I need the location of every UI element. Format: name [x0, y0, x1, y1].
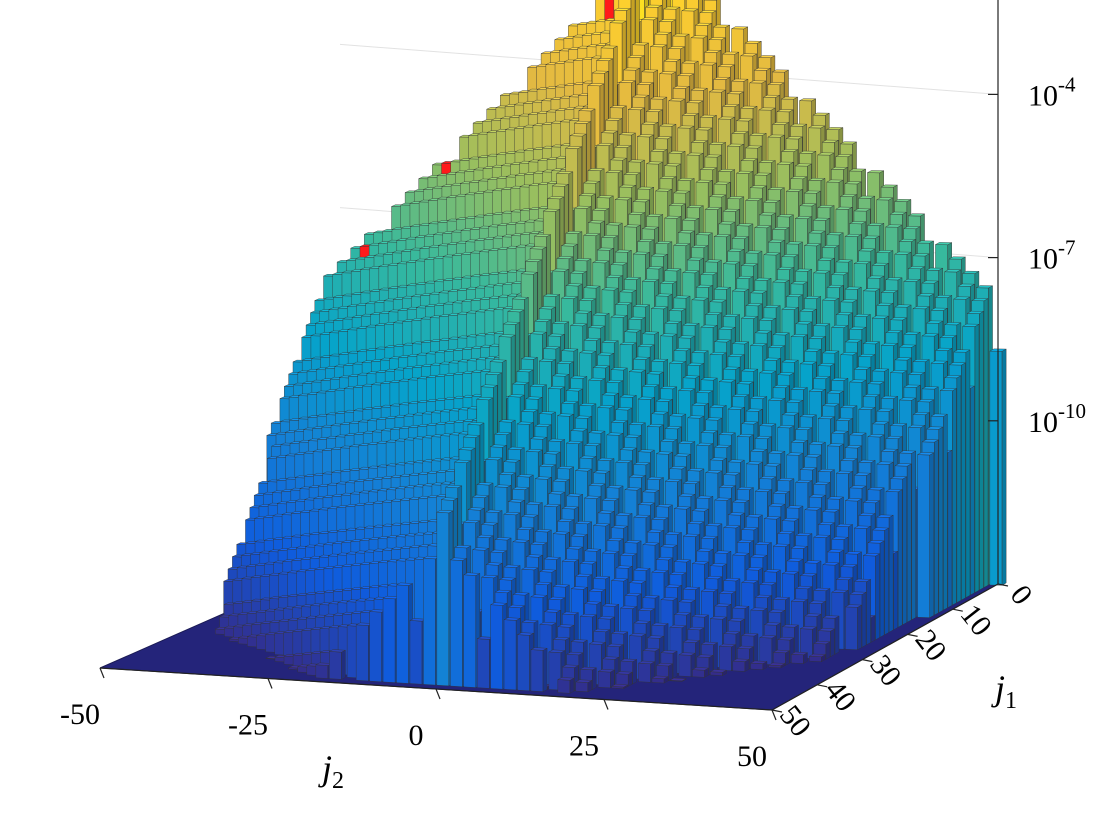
- j1-axis-label: j1: [991, 668, 1017, 714]
- bar: [808, 653, 827, 663]
- j1-tick-mark: [952, 608, 963, 612]
- z-tick-label: 10-10: [1028, 399, 1086, 439]
- j2-axis-label: j2: [318, 748, 344, 794]
- bar: [844, 604, 863, 651]
- bar: [790, 651, 809, 664]
- bar: [530, 647, 548, 693]
- bar: [557, 677, 575, 694]
- j2-tick-label: -50: [60, 698, 100, 731]
- z-tick-label: 10-4: [1028, 72, 1076, 112]
- bar: [709, 669, 728, 676]
- bar: [750, 660, 768, 670]
- j2-tick-label: 0: [409, 719, 424, 752]
- bar: [916, 452, 935, 619]
- j1-tick-label: 0: [1004, 579, 1039, 611]
- j2-tick-mark: [603, 699, 609, 710]
- j2-tick-label: 50: [737, 740, 767, 773]
- j1-tick-mark: [771, 709, 783, 713]
- j2-tick-mark: [435, 688, 441, 700]
- bar: [575, 679, 593, 693]
- bar: [597, 669, 616, 689]
- bar: [989, 348, 1007, 586]
- bar: [691, 667, 710, 678]
- bar: [651, 675, 669, 684]
- bar: [610, 684, 629, 690]
- j2-tick-label: 25: [569, 730, 599, 763]
- j1-tick-mark: [817, 684, 828, 688]
- j1-tick-mark: [907, 633, 918, 637]
- j2-tick-mark: [99, 667, 105, 679]
- bars-group: [215, 0, 1007, 694]
- bar: [615, 671, 633, 687]
- bar: [768, 662, 786, 669]
- j2-tick-label: -25: [228, 709, 268, 742]
- z-tick-label: 10-7: [1028, 236, 1076, 276]
- bar: [328, 649, 347, 680]
- j1-tick-mark: [862, 659, 873, 663]
- bar: [732, 658, 750, 672]
- j2-tick-mark: [267, 678, 273, 689]
